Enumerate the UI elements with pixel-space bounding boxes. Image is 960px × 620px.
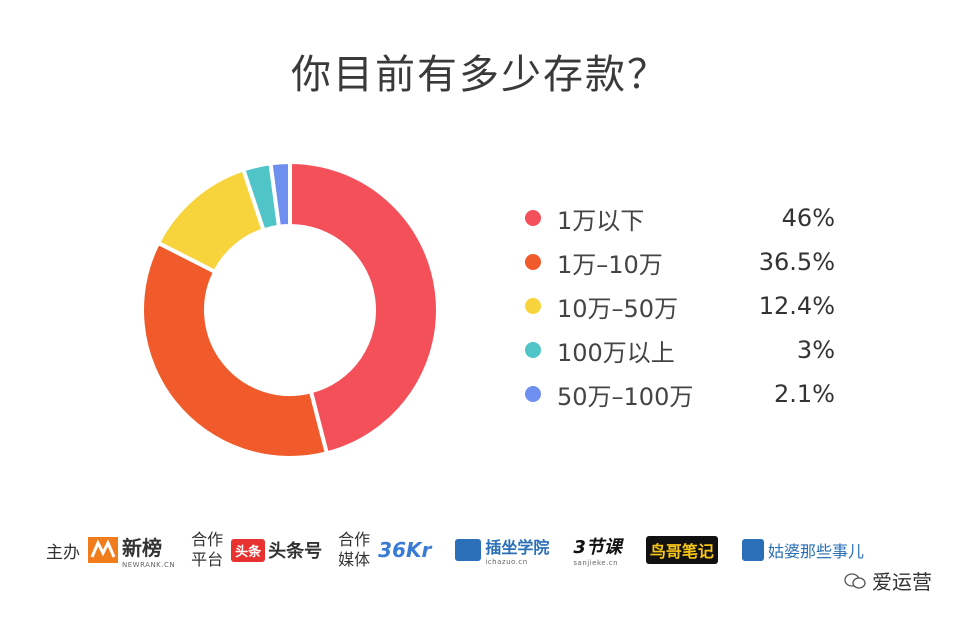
- legend-swatch-1: [525, 254, 541, 270]
- legend-label-2: 10万–50万: [557, 294, 679, 323]
- chart-legend: 1万以下 46% 1万–10万 36.5% 10万–50万 12.4% 100万以上 3% 50…: [525, 196, 835, 416]
- platform-label-2: 平台: [191, 550, 224, 569]
- legend-value-3: 3%: [796, 336, 835, 364]
- host-label: 主办: [46, 542, 80, 563]
- newrank-logo-text: 新榜: [122, 535, 162, 560]
- wechat-icon: [844, 572, 866, 589]
- watermark-text: 爱运营: [872, 570, 932, 594]
- logo-3jieke-text: 3节课: [573, 537, 622, 558]
- legend-value-2: 12.4%: [758, 292, 835, 320]
- legend-item-1: 1万–10万 36.5%: [525, 240, 835, 284]
- sponsor-footer: 主办 新榜 NEWRANK.CN 合作 平台 头条 头条号 合作 媒体 36Kr…: [46, 528, 926, 572]
- legend-value-4: 2.1%: [774, 380, 835, 408]
- chart-title: 你目前有多少存款？: [291, 52, 669, 98]
- logo-gupo: 姑婆那些事儿: [741, 538, 864, 562]
- legend-label-1: 1万–10万: [557, 250, 663, 279]
- media-label-1: 合作: [338, 530, 371, 549]
- donut-slice-4: [268, 159, 292, 229]
- donut-chart: [140, 159, 440, 460]
- newrank-logo: 新榜 NEWRANK.CN: [88, 532, 175, 569]
- logo-3jieke: 3节课 sanjieke.cn: [573, 533, 622, 567]
- media-label: 合作 媒体: [338, 530, 370, 570]
- legend-swatch-0: [525, 210, 541, 226]
- logo-chazuo: 插坐学院 ichazuo.cn: [455, 534, 549, 566]
- media-label-2: 媒体: [338, 550, 371, 569]
- chazuo-icon: [455, 539, 482, 561]
- legend-label-0: 1万以下: [557, 206, 645, 235]
- logo-3jieke-sub: sanjieke.cn: [573, 559, 619, 567]
- toutiao-logo: 头条 头条号: [231, 537, 322, 563]
- toutiao-badge: 头条: [231, 538, 266, 562]
- gupo-icon: [741, 539, 764, 561]
- logo-36kr-text: 36Kr: [378, 538, 432, 562]
- legend-item-4: 50万–100万 2.1%: [525, 372, 835, 416]
- wechat-watermark: 爱运营: [844, 566, 932, 595]
- logo-gupo-text: 姑婆那些事儿: [767, 542, 864, 561]
- logo-niaoge-text: 鸟哥笔记: [645, 536, 718, 564]
- legend-label-4: 50万–100万: [557, 382, 694, 411]
- toutiao-logo-text: 头条号: [268, 541, 323, 562]
- logo-chazuo-sub: ichazuo.cn: [485, 558, 528, 566]
- legend-item-2: 10万–50万 12.4%: [525, 284, 835, 328]
- legend-item-0: 1万以下 46%: [525, 196, 835, 240]
- logo-niaoge: 鸟哥笔记: [645, 536, 718, 564]
- legend-label-3: 100万以上: [557, 338, 675, 367]
- legend-swatch-4: [525, 386, 541, 402]
- newrank-icon: [88, 537, 118, 563]
- donut-slice-0: [288, 159, 440, 456]
- legend-swatch-2: [525, 298, 541, 314]
- legend-value-0: 46%: [781, 204, 835, 232]
- legend-value-1: 36.5%: [758, 248, 835, 276]
- logo-chazuo-text: 插坐学院: [485, 538, 550, 557]
- donut-slice-1: [140, 240, 330, 460]
- legend-swatch-3: [525, 342, 541, 358]
- legend-item-3: 100万以上 3%: [525, 328, 835, 372]
- platform-label: 合作 平台: [191, 530, 223, 570]
- newrank-logo-sub: NEWRANK.CN: [122, 560, 176, 569]
- platform-label-1: 合作: [191, 530, 224, 549]
- logo-36kr: 36Kr: [378, 538, 431, 562]
